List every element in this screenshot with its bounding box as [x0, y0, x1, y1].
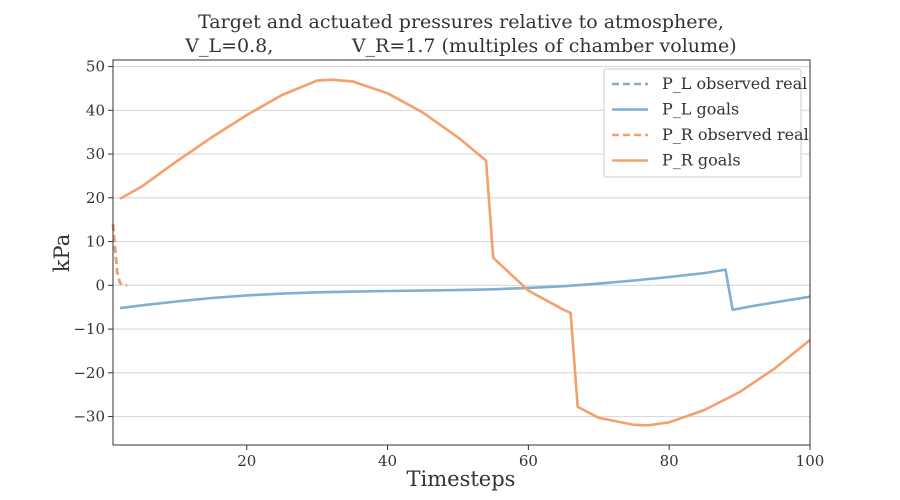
legend-box: [603, 68, 802, 178]
x-tick-label: 100: [796, 452, 825, 470]
y-tick-label: 40: [86, 101, 105, 119]
plot-frame: [112, 59, 811, 446]
chart-title-line-2: V_L=0.8, V_R=1.7 (multiples of chamber v…: [184, 35, 736, 57]
y-tick-label: 20: [86, 189, 105, 207]
x-tick-label: 40: [378, 452, 397, 470]
x-tick-label: 60: [519, 452, 538, 470]
legend-entries: P_L observed real P_L goals P_R observed r…: [612, 74, 809, 170]
series-line-p_r-goals: [119, 78, 811, 427]
y-tick-label: 10: [86, 233, 105, 251]
legend-label: P_L observed real: [662, 74, 807, 93]
y-tick-label: −20: [73, 364, 105, 382]
legend-label: P_R observed real: [662, 125, 809, 144]
y-tick-label: −10: [73, 320, 105, 338]
legend-label: P_L goals: [662, 100, 739, 119]
chart-title-line-1: Target and actuated pressures relative t…: [198, 11, 724, 33]
x-tick-label: 20: [237, 452, 256, 470]
y-tick-label: 30: [86, 145, 105, 163]
legend: P_L observed real P_L goals P_R observed r…: [603, 68, 809, 178]
series-line-p_l-observed-real: [111, 223, 128, 287]
x-tick-label: 80: [660, 452, 679, 470]
y-tick-label: 0: [95, 276, 105, 294]
series-lines: [111, 78, 811, 427]
y-tick-label: 50: [86, 58, 105, 76]
grid-lines: [113, 65, 810, 418]
series-line-p_r-observed-real: [111, 223, 128, 287]
y-axis-label: kPa: [50, 234, 74, 272]
series-line-p_l-goals: [119, 268, 811, 312]
y-tick-label: −30: [73, 408, 105, 426]
x-axis-label: Timesteps: [407, 467, 516, 491]
legend-label: P_R goals: [662, 151, 741, 170]
